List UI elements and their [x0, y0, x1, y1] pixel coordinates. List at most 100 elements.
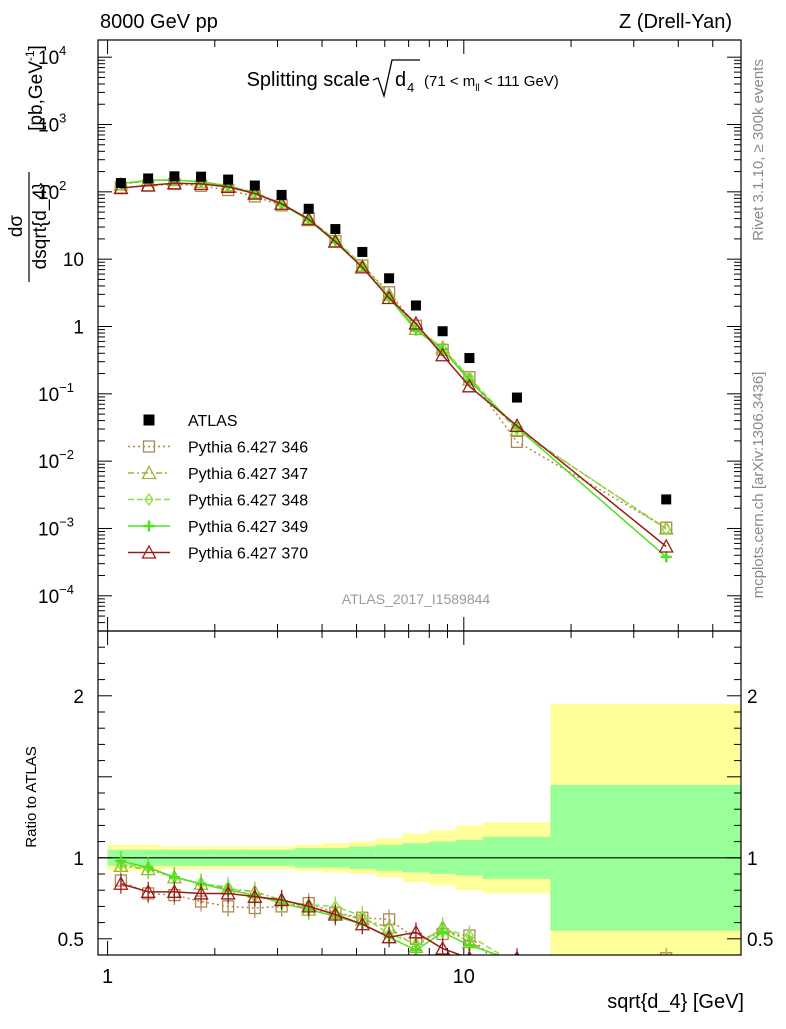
x-tick-label: 10 [453, 966, 475, 988]
y-tick-label: 10 [63, 250, 84, 271]
ratio-y-tick-label-right: 1 [747, 849, 758, 870]
main-series-point [660, 551, 672, 563]
ratio-y-tick-label-right: 2 [747, 687, 758, 708]
atlas-data-point [303, 203, 314, 214]
ratio-series-point [327, 906, 343, 921]
y-axis-label-ratio: Ratio to ATLAS [23, 746, 40, 847]
ratio-series-point [247, 888, 263, 903]
y-label-unit: [pb,GeV-1] [23, 45, 47, 131]
ratio-series-point [142, 862, 154, 874]
atlas-data-point [115, 178, 126, 189]
ratio-series-point [511, 979, 522, 990]
ratio-series-point [410, 944, 422, 955]
legend-label: ATLAS [188, 413, 238, 430]
ratio-y-tick-label: 1 [73, 849, 84, 870]
y-tick-label: 102 [38, 178, 66, 204]
main-series-line [120, 182, 667, 548]
ratio-series-point [301, 898, 317, 913]
ratio-series-point [166, 883, 182, 898]
ratio-series-line [120, 863, 503, 955]
y-tick-label: 104 [38, 43, 66, 69]
atlas-data-point [437, 326, 448, 337]
main-series-point [166, 175, 182, 190]
atlas-data-point [511, 392, 522, 403]
legend-marker [144, 492, 154, 507]
y-label-numerator: dσ [6, 215, 27, 238]
atlas-data-point [410, 300, 421, 311]
atlas-data-point [169, 171, 180, 182]
legend-marker [143, 414, 155, 426]
main-series-point [327, 233, 343, 248]
legend: ATLAS Pythia 6.427 346 Pythia 6.427 347 Pyt… [128, 413, 308, 563]
legend-label: Pythia 6.427 347 [188, 466, 308, 483]
ratio-series-point [168, 871, 180, 883]
main-series-4 [113, 175, 674, 553]
legend-label: Pythia 6.427 348 [188, 493, 308, 510]
ratio-series-point [193, 885, 209, 900]
atlas-data-point [196, 171, 207, 182]
main-series-point [140, 177, 156, 192]
y-tick-label: 10−2 [38, 447, 74, 473]
ratio-panel: 1 10 0.5 0.5 1 1 2 2 [58, 630, 773, 990]
main-series-point [220, 178, 236, 194]
ratio-series-point [513, 959, 521, 970]
ratio-series-point [115, 855, 127, 867]
atlas-data-point [276, 189, 287, 200]
legend-marker [141, 465, 157, 480]
main-series-point [510, 435, 524, 448]
x-tick-label: 1 [102, 966, 113, 988]
plot-title-main: Splitting scale [247, 69, 370, 91]
main-series-point [301, 211, 317, 226]
main-series-point [461, 378, 478, 393]
y-tick-label: 103 [38, 111, 66, 137]
legend-marker [141, 544, 157, 559]
main-series-point [354, 259, 370, 274]
rivet-version-label: Rivet 3.1.10, ≥ 300k events [750, 59, 767, 241]
y-tick-label: 10−3 [38, 514, 74, 540]
ratio-series-point [381, 929, 397, 944]
ratio-y-tick-label: 2 [73, 687, 84, 708]
ratio-series-line [120, 860, 501, 955]
ratio-series-point [408, 924, 424, 939]
x-axis-label: sqrt{d_4} [GeV] [607, 991, 744, 1013]
legend-label: Pythia 6.427 370 [188, 546, 308, 563]
analysis-tag: ATLAS_2017_I1589844 [342, 591, 491, 607]
legend-marker [142, 440, 156, 453]
header-process-label: 8000 GeV pp [100, 11, 218, 33]
main-series-point [509, 417, 525, 432]
main-series-point [381, 290, 397, 305]
plot-title-cut: (71 < mll < 111 GeV) [424, 73, 559, 94]
ratio-series-point [510, 960, 523, 972]
ratio-series-point [437, 926, 449, 938]
main-series-point [408, 315, 424, 330]
y-axis-label-main: dσ dsqrt{d_4} [pb,GeV-1] [6, 45, 51, 282]
y-tick-label: 1 [73, 317, 84, 338]
legend-marker [143, 520, 155, 532]
atlas-data-point [464, 353, 475, 364]
ratio-series-line [120, 879, 490, 955]
legend-label: Pythia 6.427 346 [188, 440, 308, 457]
main-series-point [435, 347, 451, 362]
ratio-series-point [113, 875, 129, 890]
main-series-point [193, 176, 209, 191]
ratio-y-tick-label: 0.5 [58, 930, 84, 951]
main-series-point [247, 185, 263, 200]
main-series-point [658, 538, 674, 553]
ratio-y-tick-label-right: 0.5 [747, 930, 773, 951]
y-label-denominator: dsqrt{d_4} [30, 183, 51, 270]
atlas-data-point [661, 494, 672, 505]
ratio-series-point [354, 916, 370, 931]
ratio-series-point [274, 892, 290, 907]
main-series-point [274, 195, 290, 210]
atlas-data-point [357, 246, 368, 257]
ratio-series-line [120, 865, 497, 955]
ratio-series-point [140, 883, 156, 898]
legend-label: Pythia 6.427 349 [188, 519, 308, 536]
mcplots-label: mcplots.cern.ch [arXiv:1306.3436] [750, 372, 767, 599]
ratio-series-point [666, 954, 667, 955]
ratio-series-point [220, 885, 236, 900]
atlas-data-point [384, 273, 395, 284]
ratio-series-point [435, 940, 451, 955]
